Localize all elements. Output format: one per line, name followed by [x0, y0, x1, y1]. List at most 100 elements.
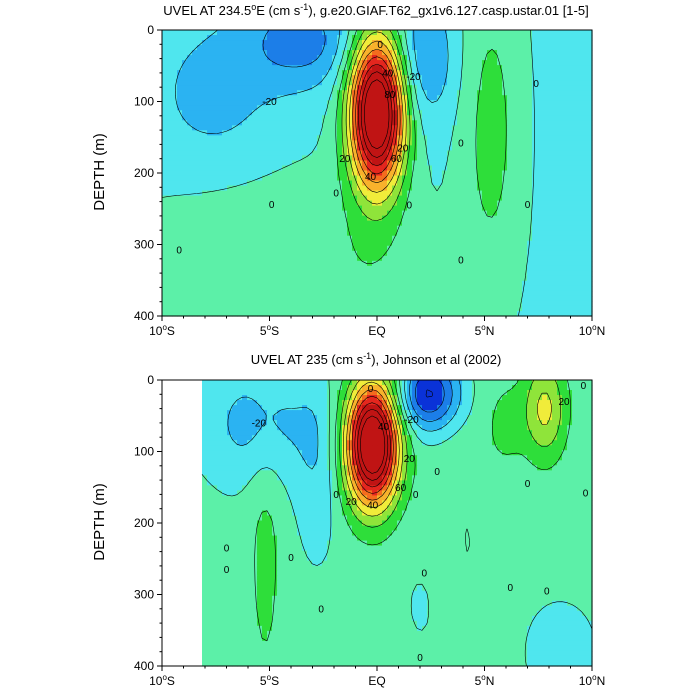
contour-cell [322, 60, 328, 66]
contour-cell [397, 120, 403, 126]
contour-cell [412, 95, 418, 101]
contour-cell [447, 55, 453, 61]
contour-cell [502, 65, 508, 71]
contour-cell [217, 250, 223, 257]
contour-cell [372, 225, 378, 232]
contour-cell [537, 95, 543, 101]
contour-cell [467, 115, 473, 121]
contour-cell [417, 280, 423, 287]
contour-cell [252, 75, 258, 81]
contour-cell [412, 115, 418, 121]
contour-cell [487, 175, 493, 182]
contour-cell [532, 260, 538, 267]
contour-cell [242, 165, 248, 172]
contour-cell [372, 110, 378, 116]
contour-cell [437, 235, 443, 242]
contour-cell [522, 165, 528, 172]
contour-cell [517, 290, 523, 297]
contour-cell [467, 260, 473, 267]
contour-cell [212, 260, 218, 267]
contour-cell [517, 265, 523, 272]
contour-cell [187, 100, 193, 106]
contour-cell [437, 65, 443, 71]
contour-cell [542, 245, 548, 252]
contour-cell [217, 170, 223, 177]
contour-cell [477, 60, 483, 66]
contour-cell [192, 45, 198, 51]
contour-cell [272, 225, 278, 232]
contour-cell [577, 180, 583, 187]
contour-cell [347, 300, 353, 307]
contour-cell [192, 145, 198, 152]
contour-cell [577, 190, 583, 197]
contour-cell [202, 85, 208, 91]
contour-cell [397, 45, 403, 51]
contour-cell [447, 105, 453, 111]
contour-cell [542, 35, 548, 41]
contour-cell [367, 145, 373, 152]
contour-cell [557, 235, 563, 242]
contour-label: 0 [176, 246, 182, 257]
contour-cell [352, 265, 358, 272]
contour-cell [322, 145, 328, 152]
contour-cell [562, 215, 568, 222]
contour-cell [287, 280, 293, 287]
contour-cell [382, 310, 388, 317]
contour-cell [332, 120, 338, 126]
contour-cell [172, 95, 178, 101]
contour-cell [252, 255, 258, 262]
contour-cell [247, 275, 253, 282]
contour-cell [247, 285, 253, 292]
contour-cell [482, 270, 488, 277]
contour-cell [437, 30, 443, 36]
contour-cell [297, 200, 303, 207]
contour-cell [557, 85, 563, 91]
contour-cell [572, 175, 578, 182]
contour-cell [417, 115, 423, 121]
contour-cell [417, 135, 423, 141]
contour-cell [242, 255, 248, 262]
contour-cell [442, 35, 448, 41]
contour-cell [327, 45, 333, 51]
contour-cell [387, 260, 393, 267]
contour-cell [167, 50, 173, 56]
contour-cell [232, 135, 238, 141]
contour-cell [407, 305, 413, 312]
contour-cell [587, 165, 593, 172]
contour-cell [167, 155, 173, 162]
contour-cell [482, 140, 488, 147]
contour-cell [497, 165, 503, 172]
contour-cell [242, 310, 248, 317]
contour-cell [212, 140, 218, 147]
contour-cell [357, 45, 363, 51]
contour-cell [237, 255, 243, 262]
contour-cell [212, 195, 218, 202]
contour-cell [482, 300, 488, 307]
contour-cell [172, 190, 178, 197]
contour-cell [302, 140, 308, 147]
contour-cell [502, 245, 508, 252]
contour-cell [332, 45, 338, 51]
contour-cell [452, 145, 458, 152]
contour-cell [187, 155, 193, 162]
contour-cell [302, 150, 308, 157]
contour-cell [387, 285, 393, 292]
contour-cell [402, 270, 408, 277]
contour-cell [292, 275, 298, 282]
contour-cell [347, 305, 353, 312]
contour-cell [212, 265, 218, 272]
contour-cell [557, 30, 563, 36]
contour-cell [167, 175, 173, 182]
contour-cell [542, 170, 548, 177]
contour-cell [517, 165, 523, 172]
contour-cell [327, 110, 333, 116]
contour-cell [247, 30, 253, 36]
contour-cell [552, 95, 558, 101]
contour-cell [302, 95, 308, 101]
contour-cell [222, 30, 228, 36]
contour-cell [172, 240, 178, 247]
contour-cell [357, 300, 363, 307]
contour-cell [282, 70, 288, 76]
contour-cell [562, 35, 568, 41]
contour-cell [182, 70, 188, 76]
